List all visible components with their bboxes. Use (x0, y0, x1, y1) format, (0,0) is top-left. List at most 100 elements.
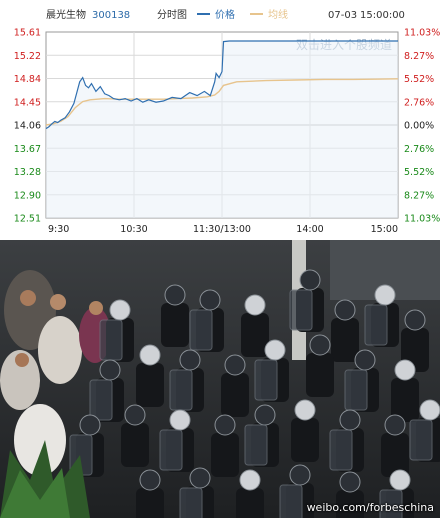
helmet (189, 467, 211, 489)
price-axis-labels: 15.61 15.22 14.84 14.45 14.06 13.67 13.28 12.90… (14, 28, 41, 225)
officer-body (136, 488, 164, 518)
percent-tick-label: 11.03% (404, 214, 440, 225)
percent-tick-label: 2.76% (404, 144, 434, 155)
riot-shield (344, 369, 368, 411)
officer-body (121, 423, 149, 467)
officer-body (241, 313, 269, 357)
riot-shield (409, 419, 433, 461)
riot-shield (379, 489, 403, 518)
quote-date: 07-03 (328, 10, 357, 21)
price-tick-label: 13.67 (14, 144, 41, 155)
price-tick-label: 15.22 (14, 51, 41, 62)
helmet (224, 354, 246, 376)
stock-code: 300138 (92, 10, 130, 21)
time-tick-label: 9:30 (48, 224, 69, 235)
riot-shield (244, 424, 268, 466)
officer-body (306, 353, 334, 397)
helmet (309, 334, 331, 356)
helmet (199, 289, 221, 311)
avg-price-line (45, 78, 399, 126)
riot-shield (179, 487, 203, 518)
time-tick-label: 10:30 (120, 224, 147, 235)
riot-shield (329, 429, 353, 471)
price-area-fill (46, 41, 398, 218)
price-tick-label: 12.51 (14, 214, 41, 225)
officer-body (336, 490, 364, 518)
riot-shield (279, 484, 303, 518)
helmet (179, 349, 201, 371)
officer-body (221, 373, 249, 417)
time-tick-label: 11:30/13:00 (193, 224, 251, 235)
helmet (339, 471, 361, 493)
chart-mode-label: 分时图 (157, 9, 187, 21)
officer-body (211, 433, 239, 477)
helmet (254, 404, 276, 426)
price-line (45, 40, 398, 130)
time-tick-label: 14:00 (296, 224, 323, 235)
helmet (334, 299, 356, 321)
stock-name: 晨光生物 (46, 8, 86, 21)
riot-shield (289, 289, 313, 331)
riot-shield (159, 429, 183, 471)
time-tick-label: 15:00 (371, 224, 398, 235)
riot-shield (169, 369, 193, 411)
helmet (124, 404, 146, 426)
helmet (79, 414, 101, 436)
helmet (169, 409, 191, 431)
helmet (139, 469, 161, 491)
riot-police-formation (69, 269, 440, 518)
helmet (99, 359, 121, 381)
helmet (164, 284, 186, 306)
riot-shield (189, 309, 213, 351)
news-photo: weibo.com/forbeschina (0, 240, 440, 518)
helmet (384, 414, 406, 436)
officer-body (136, 363, 164, 407)
officer-body (331, 318, 359, 362)
price-tick-label: 15.61 (14, 28, 41, 39)
chart-series (45, 40, 399, 218)
civilian-crowd (0, 270, 111, 476)
helmet (299, 269, 321, 291)
percent-tick-label: 5.52% (404, 74, 434, 85)
time-axis-labels: 9:30 10:30 11:30/13:00 14:00 15:00 (48, 224, 398, 235)
riot-shield (89, 379, 113, 421)
helmet (239, 469, 261, 491)
helmet (374, 284, 396, 306)
officer-body (291, 418, 319, 462)
percent-axis-labels: 11.03% 8.27% 5.52% 2.76% 0.00% 2.76% 5.52% 8.27… (404, 28, 440, 225)
price-tick-label: 12.90 (14, 190, 41, 201)
photo-credit: weibo.com/forbeschina (306, 501, 434, 514)
legend-avg-label: 均线 (268, 8, 288, 21)
price-tick-label: 13.28 (14, 167, 41, 178)
percent-tick-label: 11.03% (404, 28, 440, 39)
officer-body (391, 378, 419, 422)
helmet (394, 359, 416, 381)
legend-price-label: 价格 (215, 8, 235, 21)
riot-shield (99, 319, 123, 361)
helmet (264, 339, 286, 361)
helmet (214, 414, 236, 436)
riot-police-crowd-photo (0, 240, 440, 518)
helmet (389, 469, 411, 491)
helmet (404, 309, 426, 331)
price-tick-label: 14.45 (14, 97, 41, 108)
percent-tick-label: 5.52% (404, 167, 434, 178)
percent-tick-label: 8.27% (404, 51, 434, 62)
percent-tick-label: 2.76% (404, 97, 434, 108)
helmet (289, 464, 311, 486)
officer-body (381, 433, 409, 477)
helmet (294, 399, 316, 421)
quote-time: 15:00:00 (360, 10, 405, 21)
intraday-chart-panel: 晨光生物 300138 分时图 价格 均线 07-03 15:00:00 15.… (0, 0, 440, 240)
riot-shield (364, 304, 388, 346)
price-tick-label: 14.84 (14, 74, 41, 85)
helmet (139, 344, 161, 366)
helmet (419, 399, 440, 421)
helmet (354, 349, 376, 371)
riot-shield (254, 359, 278, 401)
helmet (244, 294, 266, 316)
helmet (339, 409, 361, 431)
intraday-chart[interactable]: 晨光生物 300138 分时图 价格 均线 07-03 15:00:00 15.… (0, 0, 440, 240)
officer-body (236, 488, 264, 518)
percent-tick-label: 8.27% (404, 190, 434, 201)
